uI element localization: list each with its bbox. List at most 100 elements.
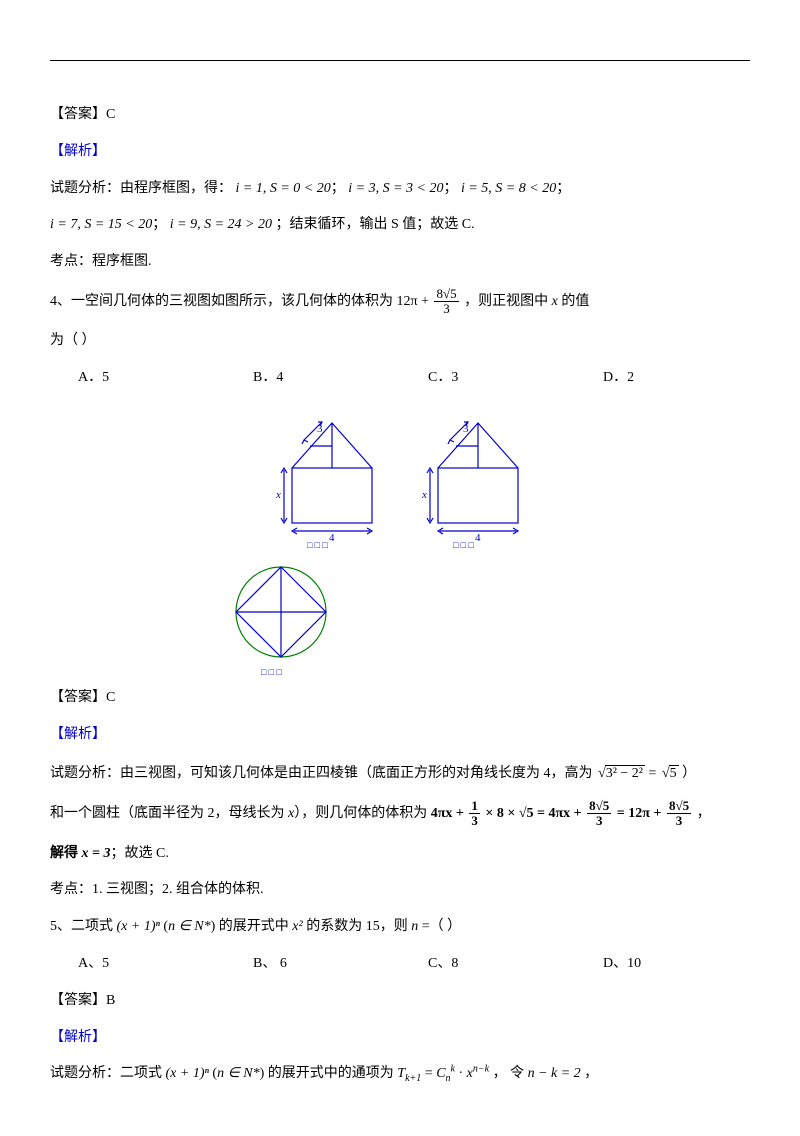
q3-analysis-line2: i = 7, S = 15 < 20； i = 9, S = 24 > 20 ；… xyxy=(50,210,750,241)
label-answer: 【答案】 xyxy=(50,107,106,122)
den: 3 xyxy=(469,814,480,828)
text: =（ ） xyxy=(422,919,461,934)
label-answer: 【答案】 xyxy=(50,993,106,1008)
paren2: ) xyxy=(211,919,219,934)
Csup: k xyxy=(451,1064,455,1075)
expr: 12π xyxy=(628,806,650,821)
math-step: i = 5, S = 8 < 20 xyxy=(461,181,556,196)
q3-analysis-line1: 试题分析：由程序框图，得： i = 1, S = 0 < 20 ； i = 3, … xyxy=(50,174,750,205)
expr: 4πx xyxy=(549,806,571,821)
xsup: n−k xyxy=(473,1064,489,1075)
svg-text:x: x xyxy=(275,489,281,501)
text: 试题分析：二项式 xyxy=(50,1066,166,1081)
nk2: n − k = 2 xyxy=(528,1066,581,1081)
answer-value: C xyxy=(106,107,115,122)
text: ） xyxy=(682,766,696,781)
text: 的展开式中 xyxy=(219,919,293,934)
kaodian-label: 考点： xyxy=(50,882,92,897)
top-view-figure: □ □ □ xyxy=(50,562,750,677)
dot: · xyxy=(458,1066,466,1081)
plus: + xyxy=(452,806,467,821)
option-b: B．4 xyxy=(253,363,428,394)
plus: + xyxy=(650,806,665,821)
nin: n ∈ N* xyxy=(217,1066,260,1081)
den: 3 xyxy=(667,814,691,828)
text: ），则几何体的体积为 xyxy=(294,806,431,821)
num: 1 xyxy=(469,799,480,814)
text: 试题分析：由程序框图，得： xyxy=(50,181,232,196)
q5-answer: 【答案】B xyxy=(50,986,750,1017)
C: C xyxy=(436,1066,445,1081)
text: ；结束循环，输出 S 值；故选 C. xyxy=(275,217,474,232)
math-step: i = 3, S = 3 < 20 xyxy=(348,181,443,196)
option-d: D、10 xyxy=(603,949,723,980)
fraction: 8√53 xyxy=(587,799,611,829)
kaodian-value: 程序框图. xyxy=(92,254,152,269)
den: 3 xyxy=(587,814,611,828)
option-a: A、5 xyxy=(78,949,253,980)
math-step: i = 1, S = 0 < 20 xyxy=(236,181,331,196)
plus: + xyxy=(570,806,585,821)
option-c: C、8 xyxy=(428,949,603,980)
svg-text:x: x xyxy=(421,489,427,501)
svg-text:□ □ □: □ □ □ xyxy=(307,540,328,548)
sep: ； xyxy=(152,217,166,232)
option-c: C．3 xyxy=(428,363,603,394)
q4-kaodian: 考点：1. 三视图；2. 组合体的体积. xyxy=(50,875,750,906)
text: ；故选 C. xyxy=(110,846,168,861)
fraction: 13 xyxy=(469,799,480,829)
q5-an-line: 试题分析：二项式 (x + 1)ⁿ (n ∈ N*) 的展开式中的通项为 Tk+… xyxy=(50,1059,750,1090)
q4-an-line2: 和一个圆柱（底面半径为 2，母线长为 x），则几何体的体积为 4πx + 13 … xyxy=(50,796,750,832)
x2: x² xyxy=(292,919,302,934)
expr: × 8 × √5 xyxy=(485,806,533,821)
expr: (x + 1)ⁿ xyxy=(166,1066,209,1081)
answer-value: B xyxy=(106,993,115,1008)
num: 8√5 xyxy=(667,799,691,814)
sqrt-val: √5 xyxy=(660,757,679,791)
top-view-diagram: □ □ □ xyxy=(226,562,336,677)
Csub: n xyxy=(446,1073,451,1084)
eq: = xyxy=(425,1066,436,1081)
text: 试题分析：由三视图，可知该几何体是由正四棱锥（底面正方形的对角线长度为 4，高为 xyxy=(50,766,593,781)
q4-options: A．5 B．4 C．3 D．2 xyxy=(50,363,750,394)
kaodian-label: 考点： xyxy=(50,254,92,269)
q4-stem-line1: 4、一空间几何体的三视图如图所示，该几何体的体积为 12π + 8√5 3 ，则… xyxy=(50,284,750,320)
expr: 4πx xyxy=(431,806,453,821)
svg-text:3: 3 xyxy=(317,423,323,435)
eq: = xyxy=(537,806,548,821)
option-b: B、 6 xyxy=(253,949,428,980)
q4-analysis-label: 【解析】 xyxy=(50,720,750,751)
comma: ， xyxy=(697,806,711,821)
math-step: i = 7, S = 15 < 20 xyxy=(50,217,152,232)
svg-text:□ □ □: □ □ □ xyxy=(453,540,474,548)
text: ，则正视图中 xyxy=(464,294,552,309)
svg-text:□ □ □: □ □ □ xyxy=(261,667,282,677)
front-view-diagram: 3 x 4 □ □ □ xyxy=(262,408,392,548)
numerator: 8√5 xyxy=(434,287,458,302)
q3-analysis-label: 【解析】 xyxy=(50,137,750,168)
option-a: A．5 xyxy=(78,363,253,394)
text: 解得 xyxy=(50,846,82,861)
eq: = xyxy=(648,766,659,781)
sep: ； xyxy=(443,181,457,196)
sqrt-expr: √3² − 2² xyxy=(596,757,645,791)
eq: = xyxy=(617,806,628,821)
side-view-diagram: 3 x 4 □ □ □ xyxy=(408,408,538,548)
option-d: D．2 xyxy=(603,363,723,394)
expr: x = 3 xyxy=(82,846,111,861)
kaodian-value: 1. 三视图；2. 组合体的体积. xyxy=(92,882,264,897)
svg-text:4: 4 xyxy=(475,532,481,544)
text: ， xyxy=(584,1066,598,1081)
page-content: 【答案】C 【解析】 试题分析：由程序框图，得： i = 1, S = 0 < … xyxy=(50,100,750,1090)
fraction: 8√5 3 xyxy=(434,287,458,317)
Tsub: k+1 xyxy=(405,1073,421,1084)
paren2: ) xyxy=(260,1066,268,1081)
denominator: 3 xyxy=(434,302,458,316)
q5-options: A、5 B、 6 C、8 D、10 xyxy=(50,949,750,980)
num: 8√5 xyxy=(587,799,611,814)
text: 4、一空间几何体的三视图如图所示，该几何体的体积为 xyxy=(50,294,393,309)
text: 的系数为 15，则 xyxy=(306,919,411,934)
n: n xyxy=(411,919,418,934)
q4-an-line3: 解得 x = 3；故选 C. xyxy=(50,839,750,870)
three-view-figures: 3 x 4 □ □ □ xyxy=(50,408,750,548)
